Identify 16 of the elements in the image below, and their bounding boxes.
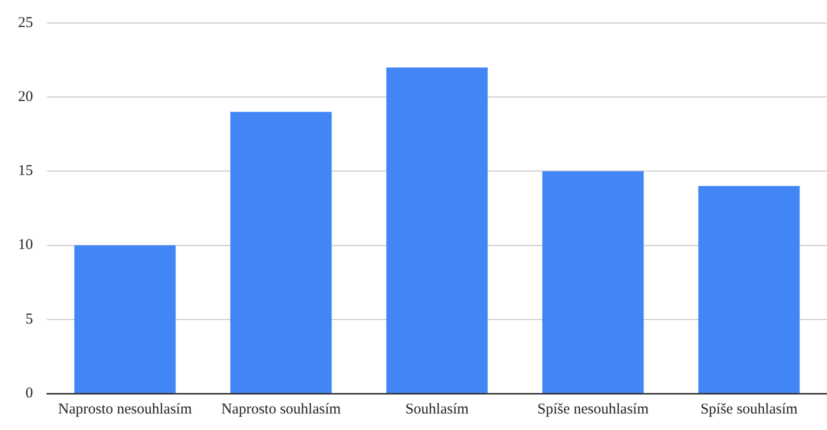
y-tick-label: 25 — [18, 14, 33, 31]
bar — [230, 112, 332, 393]
bar — [698, 186, 800, 393]
x-tick-label: Souhlasím — [405, 402, 469, 418]
x-tick-label: Spíše nesouhlasím — [537, 402, 649, 418]
y-tick-label: 20 — [18, 89, 33, 106]
y-tick-label: 0 — [26, 385, 33, 402]
bar — [542, 171, 644, 393]
y-tick-label: 15 — [18, 163, 33, 180]
bar — [74, 245, 176, 393]
y-tick-label: 5 — [26, 311, 33, 328]
bar — [386, 67, 488, 393]
x-tick-label: Spíše souhlasím — [700, 402, 798, 418]
y-tick-label: 10 — [18, 237, 33, 254]
x-tick-label: Naprosto nesouhlasím — [58, 402, 192, 418]
x-tick-label: Naprosto souhlasím — [221, 402, 342, 418]
